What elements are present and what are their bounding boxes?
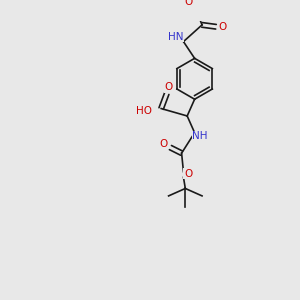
- Text: HO: HO: [136, 106, 152, 116]
- Text: HN: HN: [168, 32, 184, 42]
- Text: O: O: [218, 22, 226, 32]
- Text: NH: NH: [192, 131, 208, 141]
- Text: O: O: [160, 139, 168, 149]
- Text: O: O: [164, 82, 173, 92]
- Text: O: O: [184, 169, 192, 178]
- Text: O: O: [184, 0, 192, 7]
